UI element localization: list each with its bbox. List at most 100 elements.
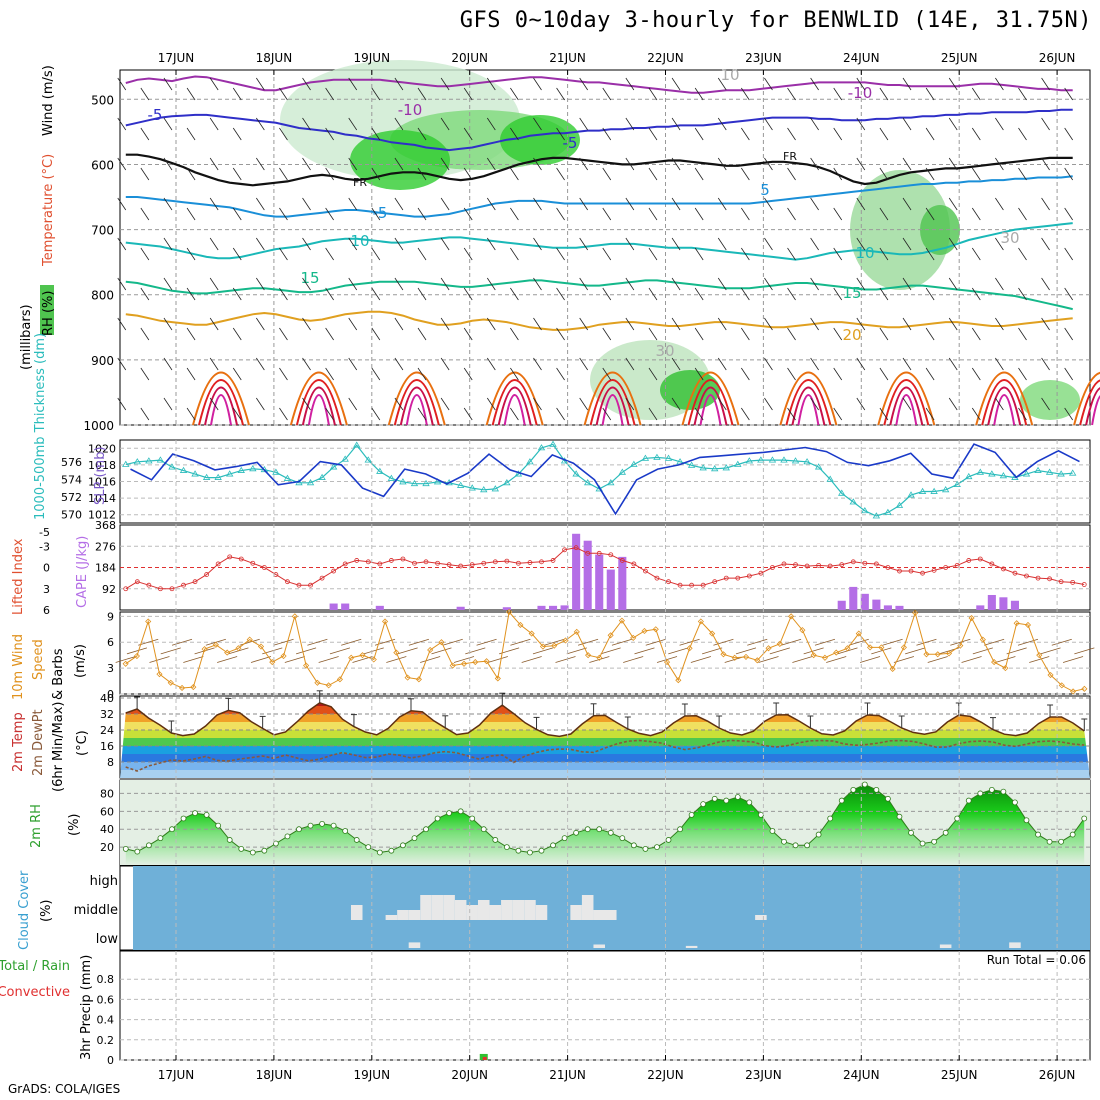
rh-point bbox=[284, 833, 291, 840]
slp-tick-label: 1012 bbox=[88, 509, 116, 522]
warm-arc bbox=[198, 379, 244, 426]
wind-barb bbox=[394, 397, 404, 411]
surface-wind-barb bbox=[284, 656, 305, 663]
thickness-point bbox=[930, 487, 938, 494]
slp-tick-label: 1018 bbox=[88, 459, 116, 472]
thickness-point bbox=[364, 456, 372, 463]
wind-speed-point bbox=[765, 645, 772, 652]
warm-arc bbox=[693, 386, 728, 426]
wind-barb bbox=[394, 117, 404, 131]
wind-speed-point bbox=[833, 649, 840, 656]
ua-y-tick-label: 500 bbox=[91, 93, 114, 107]
lifted-index-point bbox=[469, 562, 475, 568]
wind-speed-point bbox=[652, 626, 659, 633]
lifted-index-point bbox=[227, 554, 233, 560]
temp-band bbox=[120, 754, 1090, 762]
temp-tick-label: 8 bbox=[107, 756, 114, 769]
rh-area bbox=[125, 784, 1085, 865]
rh-point bbox=[411, 835, 418, 842]
wind-barb bbox=[717, 317, 727, 331]
wind-barb bbox=[648, 207, 658, 221]
top-x-tick-label: 20JUN bbox=[451, 51, 488, 65]
wind-barb bbox=[117, 117, 127, 131]
thickness-point bbox=[133, 458, 142, 465]
lifted-index-point bbox=[1012, 570, 1018, 576]
precip-legend-convective: Convective bbox=[0, 985, 70, 1000]
lifted-index-point bbox=[931, 567, 937, 573]
cape-bar bbox=[849, 586, 858, 610]
wind-barb bbox=[348, 397, 358, 411]
warm-arc bbox=[877, 371, 936, 426]
thickness-point bbox=[202, 473, 211, 480]
cape-tick-label: 92 bbox=[102, 583, 116, 596]
wind-barb bbox=[971, 127, 981, 141]
wind-barb bbox=[325, 367, 334, 381]
warm-arc bbox=[301, 386, 336, 426]
footer-credit: GrADS: COLA/IGES bbox=[8, 1082, 121, 1096]
wind-speed-point bbox=[630, 634, 637, 641]
cape-bar bbox=[837, 600, 846, 610]
thickness-point bbox=[907, 491, 915, 498]
wind-barb bbox=[671, 117, 681, 131]
precip-tick-label: 0.8 bbox=[97, 973, 115, 986]
rh-point bbox=[365, 844, 372, 851]
wind-barb bbox=[579, 197, 589, 211]
wind-barb bbox=[648, 127, 658, 141]
wind-barb bbox=[764, 317, 773, 331]
wind-barb bbox=[348, 357, 358, 371]
surface-wind-barb bbox=[927, 656, 948, 663]
wind-barb bbox=[787, 407, 796, 421]
surface-wind-barb bbox=[623, 656, 644, 663]
isotherm-line bbox=[125, 279, 1073, 311]
thickness-point bbox=[214, 473, 222, 480]
wind-barb bbox=[856, 77, 866, 91]
low-cloud-bar bbox=[939, 944, 952, 948]
wind-barb bbox=[556, 287, 565, 301]
wind-barb bbox=[1018, 247, 1027, 261]
wind-speed-point bbox=[641, 627, 648, 635]
wind-barb bbox=[671, 77, 681, 91]
surface-wind-barb bbox=[408, 638, 430, 646]
cloud-tick-label: low bbox=[96, 932, 119, 947]
cloud-tick-label: middle bbox=[74, 903, 118, 918]
ua-rh-label: RH (%) bbox=[41, 291, 56, 336]
lifted-index-point bbox=[446, 562, 452, 568]
wind-barb bbox=[995, 117, 1004, 131]
wind-speed-point bbox=[821, 654, 829, 661]
wind-barb bbox=[948, 237, 958, 251]
cape-bar bbox=[537, 605, 546, 610]
wind-barb bbox=[463, 327, 473, 341]
wind-barb bbox=[810, 357, 819, 371]
wind-barb bbox=[463, 247, 473, 261]
wind-barb bbox=[1041, 77, 1050, 91]
wind-speed-point bbox=[923, 651, 930, 658]
thickness-point bbox=[537, 444, 546, 451]
wind-barb bbox=[440, 157, 450, 171]
wind-barb bbox=[648, 87, 658, 101]
lifted-index-point bbox=[354, 558, 360, 563]
wind-label-a: 10m Wind bbox=[11, 634, 26, 700]
isotherm-label: -5 bbox=[563, 134, 578, 152]
slp-axis-label: SLP (mb) bbox=[93, 446, 108, 505]
rh-point bbox=[642, 845, 649, 852]
wind-barb bbox=[371, 287, 381, 301]
lifted-index-point bbox=[400, 556, 406, 562]
wind-barb bbox=[717, 397, 727, 411]
wind-barb bbox=[394, 237, 404, 251]
wind-barb bbox=[810, 237, 819, 251]
wind-barb bbox=[925, 167, 935, 181]
thickness-line bbox=[125, 443, 1073, 517]
wind-barb bbox=[602, 87, 612, 101]
wind-barb bbox=[533, 237, 542, 251]
wind-barb bbox=[325, 87, 334, 101]
bottom-x-tick-label: 25JUN bbox=[941, 1068, 978, 1082]
wind-barb bbox=[209, 117, 219, 131]
wind-barb bbox=[394, 197, 404, 211]
wind-label-c: & Barbs bbox=[51, 648, 66, 700]
wind-barb bbox=[256, 317, 265, 331]
wind-barb bbox=[1041, 397, 1050, 411]
wind-speed-point bbox=[900, 644, 907, 651]
warm-arc bbox=[589, 379, 636, 426]
wind-barb bbox=[948, 157, 958, 171]
thickness-point bbox=[503, 479, 511, 486]
